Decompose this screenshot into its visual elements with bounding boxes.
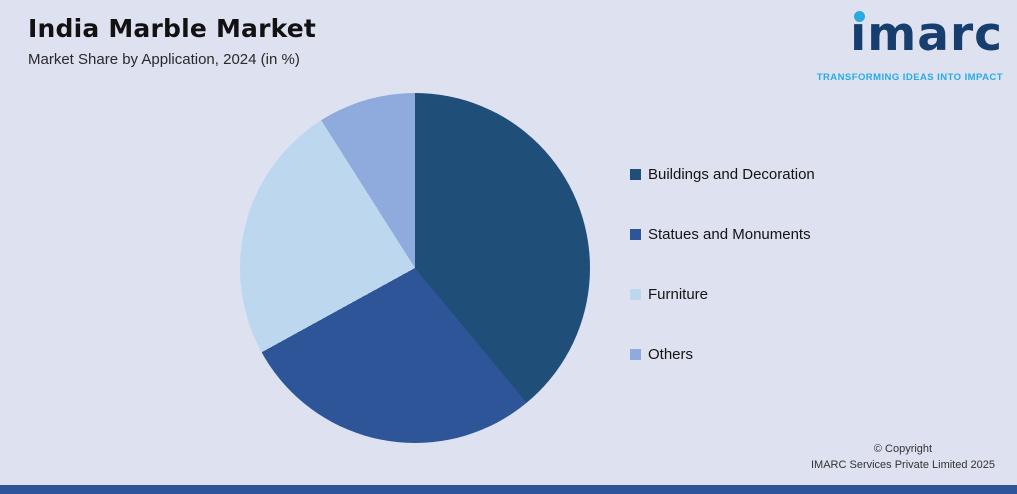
legend-swatch-icon [630, 229, 641, 240]
chart-legend: Buildings and Decoration Statues and Mon… [630, 166, 815, 363]
pie-chart [240, 93, 590, 443]
legend-swatch-icon [630, 169, 641, 180]
copyright-line1: © Copyright [873, 443, 933, 456]
legend-label: Statues and Monuments [648, 226, 811, 243]
logo-tagline: TRANSFORMING IDEAS INTO IMPACT [816, 72, 1003, 84]
legend-label: Others [648, 346, 694, 363]
copyright-notice: © Copyright IMARC Services Private Limit… [811, 442, 995, 474]
bottom-accent-bar [0, 485, 1017, 494]
copyright-line2: IMARC Services Private Limited 2025 [810, 459, 995, 472]
legend-item: Buildings and Decoration [630, 166, 815, 183]
logo-dot-icon [854, 11, 866, 22]
legend-swatch-icon [630, 349, 641, 360]
legend-label: Buildings and Decoration [648, 166, 815, 183]
header: India Marble Market Market Share by Appl… [28, 14, 316, 68]
legend-item: Others [630, 346, 815, 363]
logo-wordmark: ımarc [850, 7, 1003, 62]
legend-label: Furniture [648, 286, 709, 303]
legend-item: Statues and Monuments [630, 226, 815, 243]
page-title: India Marble Market [28, 14, 317, 43]
imarc-logo: ımarc TRANSFORMING IDEAS INTO IMPACT [807, 7, 1003, 84]
legend-swatch-icon [630, 289, 641, 300]
legend-item: Furniture [630, 286, 815, 303]
page-subtitle: Market Share by Application, 2024 (in %) [28, 51, 300, 68]
